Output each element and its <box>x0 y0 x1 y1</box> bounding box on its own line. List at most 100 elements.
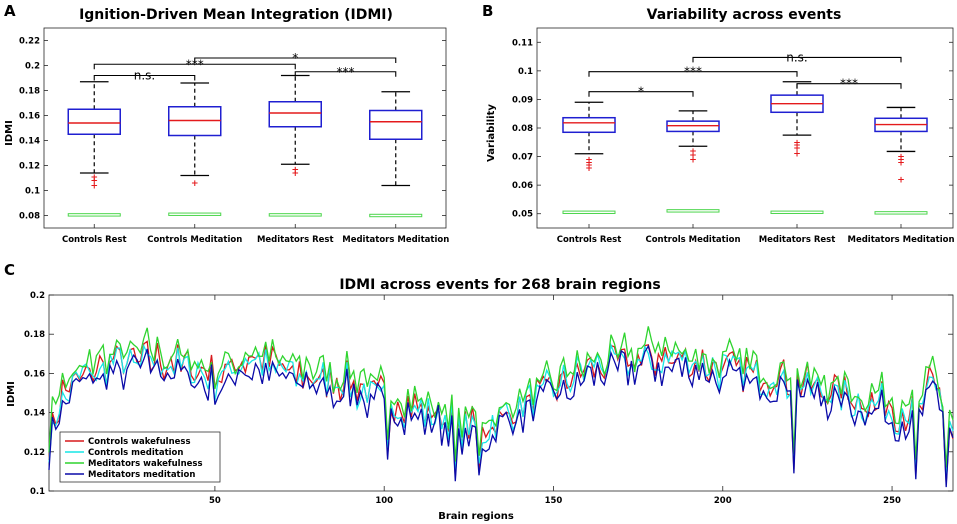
box <box>268 101 322 128</box>
panel-c-xlabel: Brain regions <box>438 511 514 522</box>
significance-label: *** <box>684 65 702 79</box>
null-box <box>874 211 928 215</box>
y-tick-label: 0.14 <box>19 137 40 147</box>
panel-a-title: Ignition-Driven Mean Integration (IDMI) <box>79 7 393 23</box>
box-outlier: + <box>897 175 905 185</box>
y-tick-label: 0.1 <box>25 187 40 197</box>
legend-label: Controls wakefulness <box>88 437 191 447</box>
box-outlier: + <box>90 173 98 183</box>
box-outlier: + <box>689 155 697 165</box>
box-outlier: + <box>689 147 697 157</box>
panel-c-letter: C <box>4 261 15 279</box>
box-outlier: + <box>90 177 98 187</box>
significance-bracket <box>93 63 296 70</box>
box <box>369 109 423 140</box>
box-outlier: + <box>897 153 905 163</box>
plot-frame <box>48 294 954 492</box>
panel-b-title: Variability across events <box>647 7 842 23</box>
x-tick-label: 50 <box>209 496 221 506</box>
y-tick-label: 0.16 <box>24 369 45 379</box>
y-tick-label: 0.12 <box>24 448 45 458</box>
null-box <box>770 210 824 214</box>
x-tick-label: 250 <box>883 496 901 506</box>
y-tick-label: 0.2 <box>30 291 45 301</box>
y-tick-label: 0.08 <box>19 212 40 222</box>
panel-a-plot-area: 0.08 0.1 0.12 0.14 0.16 0.18 0.2 0.22 Controls R… <box>19 27 449 245</box>
panel-a: A Ignition-Driven Mean Integration (IDMI… <box>4 2 449 245</box>
box-outlier: + <box>897 155 905 165</box>
category-label: Controls Rest <box>557 235 622 245</box>
category-label: Meditators Rest <box>257 235 334 245</box>
significance-bracket <box>294 71 397 77</box>
panel-b-plot-area: 0.05 0.06 0.07 0.08 0.09 0.1 0.11 Controls Rest… <box>512 27 955 245</box>
null-box <box>369 213 423 218</box>
box-outlier: + <box>585 155 593 165</box>
significance-bracket <box>588 71 798 77</box>
series-line <box>48 344 954 488</box>
y-tick-label: 0.09 <box>512 95 533 105</box>
category-label: Meditators Meditation <box>342 235 449 245</box>
y-tick-label: 0.2 <box>25 62 40 72</box>
x-tick-label: 200 <box>714 496 732 506</box>
box-outlier: + <box>191 179 199 189</box>
series-line <box>48 340 954 484</box>
y-tick-label: 0.1 <box>30 487 45 497</box>
box-outlier: + <box>291 165 299 175</box>
series-line <box>48 326 954 468</box>
significance-bracket <box>93 74 196 81</box>
box-outlier: + <box>793 150 801 160</box>
box-outlier: + <box>585 164 593 174</box>
box <box>562 116 616 134</box>
significance-label: * <box>638 85 644 99</box>
legend-box <box>59 431 221 483</box>
null-box <box>268 213 322 217</box>
legend-label: Meditators wakefulness <box>88 459 203 469</box>
box <box>67 108 121 135</box>
category-label: Controls Meditation <box>147 235 242 245</box>
null-box <box>67 213 121 217</box>
category-label: Controls Meditation <box>645 235 740 245</box>
significance-bracket <box>588 91 694 97</box>
box-outlier: + <box>793 141 801 151</box>
panel-c-title: IDMI across events for 268 brain regions <box>339 277 660 293</box>
panel-c-plot-area: 0.1 0.12 0.14 0.16 0.18 0.2 50 100 150 200 250 Cont… <box>24 291 954 506</box>
category-label: Meditators Meditation <box>847 235 954 245</box>
category-label: Controls Rest <box>62 235 127 245</box>
significance-label: *** <box>840 77 858 91</box>
box-outlier: + <box>689 151 697 161</box>
significance-label: *** <box>186 57 204 71</box>
box-outlier: + <box>291 169 299 179</box>
box-outlier: + <box>585 158 593 168</box>
box-outlier: + <box>897 158 905 168</box>
null-box <box>562 210 616 214</box>
significance-bracket <box>194 57 397 63</box>
panel-b: B Variability across events Variability … <box>482 2 955 245</box>
y-tick-label: 0.08 <box>512 124 533 134</box>
significance-label: *** <box>337 65 355 79</box>
significance-bracket <box>692 56 902 63</box>
box-outlier: + <box>585 161 593 171</box>
y-tick-label: 0.06 <box>512 181 533 191</box>
y-tick-label: 0.12 <box>19 162 40 172</box>
panel-b-letter: B <box>482 2 493 20</box>
null-box <box>666 209 720 213</box>
category-label: Meditators Rest <box>759 235 836 245</box>
y-tick-label: 0.22 <box>19 37 40 47</box>
x-tick-label: 150 <box>545 496 563 506</box>
y-tick-label: 0.18 <box>19 87 40 97</box>
legend-label: Meditators meditation <box>88 470 195 480</box>
y-tick-label: 0.14 <box>24 409 45 419</box>
y-tick-label: 0.16 <box>19 112 40 122</box>
x-tick-label: 100 <box>375 496 393 506</box>
box-outlier: + <box>793 144 801 154</box>
series-line <box>48 342 954 476</box>
significance-bracket <box>796 83 902 89</box>
legend-label: Controls meditation <box>88 448 183 458</box>
box-outlier: + <box>793 138 801 148</box>
panel-a-letter: A <box>4 2 16 20</box>
significance-label: * <box>292 51 298 65</box>
box-outlier: + <box>90 182 98 192</box>
y-tick-label: 0.11 <box>512 38 533 48</box>
significance-label: n.s. <box>786 50 808 64</box>
